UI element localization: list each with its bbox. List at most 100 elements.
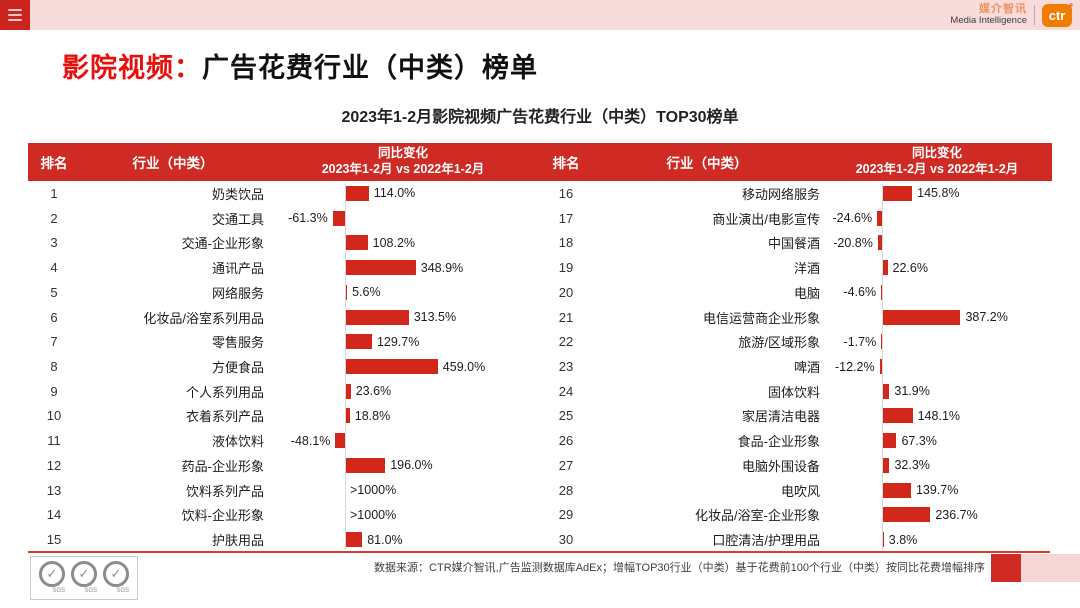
table-row: 7 零售服务 129.7% xyxy=(28,329,540,354)
rank-cell: 25 xyxy=(558,408,574,424)
table-row: 28 电吹风 139.7% xyxy=(540,478,1052,503)
header-industry: 行业（中类） xyxy=(666,156,748,171)
change-bar xyxy=(883,408,913,424)
table-row: 14 饮料-企业形象 >1000% xyxy=(28,503,540,528)
change-bar-cell: 31.9% xyxy=(822,379,1052,404)
change-bar-cell: 32.3% xyxy=(822,453,1052,478)
change-bar-cell: -1.7% xyxy=(822,329,1052,354)
industry-cell: 零售服务 xyxy=(211,335,264,351)
industry-cell: 家居清洁电器 xyxy=(741,409,820,425)
change-bar-cell: -20.8% xyxy=(822,230,1052,255)
industry-cell: 方便食品 xyxy=(211,360,264,375)
rank-cell: 16 xyxy=(558,185,574,201)
industry-cell: 交通-企业形象 xyxy=(181,236,264,252)
industry-cell: 液体饮料 xyxy=(211,434,264,450)
table-row: 25 家居清洁电器 148.1% xyxy=(540,404,1052,429)
change-bar xyxy=(346,383,351,399)
table-row: 15 护肤用品 81.0% xyxy=(28,527,540,552)
change-value-label: >1000% xyxy=(350,483,397,498)
change-value-label: -48.1% xyxy=(290,433,331,448)
change-bar xyxy=(346,235,368,251)
rank-cell: 30 xyxy=(558,532,574,548)
table-row: 5 网络服务 5.6% xyxy=(28,280,540,305)
change-bar xyxy=(883,185,913,201)
footer-pink-block xyxy=(1021,554,1080,582)
rank-cell: 7 xyxy=(50,334,58,350)
industry-cell: 电信运营商企业形象 xyxy=(702,310,820,326)
table-row: 18 中国餐酒 -20.8% xyxy=(540,230,1052,255)
page-title: 影院视频：广告花费行业（中类）榜单 xyxy=(62,46,538,85)
header-industry: 行业（中类） xyxy=(132,156,214,171)
change-bar xyxy=(883,309,961,325)
change-bar-cell: 145.8% xyxy=(822,181,1052,206)
table-row: 13 饮料系列产品 >1000% xyxy=(28,478,540,503)
change-value-label: 196.0% xyxy=(390,458,433,473)
table-body-left: 1 奶类饮品 114.0% 2 交通工具 -61.3% 3 交通-企业形象 108.2% 4 通讯产… xyxy=(28,181,540,552)
change-bar-cell: 108.2% xyxy=(266,230,540,255)
change-bar xyxy=(883,482,911,498)
change-bar-cell: 129.7% xyxy=(266,329,540,354)
table-row: 12 药品-企业形象 196.0% xyxy=(28,453,540,478)
change-value-label: 32.3% xyxy=(894,458,930,473)
rank-cell: 27 xyxy=(558,457,574,473)
change-bar xyxy=(346,334,372,350)
table-row: 16 移动网络服务 145.8% xyxy=(540,181,1052,206)
industry-cell: 啤酒 xyxy=(793,360,820,375)
change-value-label: 236.7% xyxy=(935,507,978,522)
chart-title: 2023年1-2月影院视频广告花费行业（中类）TOP30榜单 xyxy=(341,109,739,126)
industry-cell: 通讯产品 xyxy=(211,261,264,277)
change-bar-cell: 196.0% xyxy=(266,453,540,478)
rank-cell: 12 xyxy=(46,457,62,473)
zero-axis-line xyxy=(345,183,346,550)
change-bar xyxy=(883,457,890,473)
brand-name-cn: 媒介智讯 xyxy=(979,3,1027,16)
table-row: 11 液体饮料 -48.1% xyxy=(28,428,540,453)
zero-axis-line xyxy=(882,183,883,550)
check-badge-icon: ✓ xyxy=(103,561,129,587)
page-title-rest: 广告花费行业（中类）榜单 xyxy=(202,53,538,83)
change-value-label: 3.8% xyxy=(888,532,918,547)
change-bar xyxy=(877,210,882,226)
industry-cell: 移动网络服务 xyxy=(741,186,820,202)
table-header: 排名 行业（中类） 同比变化 2023年1-2月 vs 2022年1-2月 排名… xyxy=(28,143,1052,181)
change-bar-cell: 387.2% xyxy=(822,305,1052,330)
change-bar-cell: 114.0% xyxy=(266,181,540,206)
change-bar xyxy=(335,433,345,449)
rank-cell: 17 xyxy=(558,210,574,226)
change-value-label: 108.2% xyxy=(372,235,416,250)
rank-cell: 22 xyxy=(558,334,574,350)
rank-cell: 28 xyxy=(558,482,574,498)
rank-cell: 21 xyxy=(558,309,574,325)
change-value-label: 139.7% xyxy=(915,483,959,498)
menu-button[interactable] xyxy=(0,0,30,30)
table-row: 29 化妆品/浴室-企业形象 236.7% xyxy=(540,503,1052,528)
table-row: 21 电信运营商企业形象 387.2% xyxy=(540,305,1052,330)
change-bar-cell: 81.0% xyxy=(266,527,540,552)
change-bar-cell: -4.6% xyxy=(822,280,1052,305)
industry-cell: 交通工具 xyxy=(211,211,264,227)
change-bar xyxy=(346,408,350,424)
change-value-label: 23.6% xyxy=(355,384,392,399)
industry-cell: 衣着系列产品 xyxy=(185,409,264,425)
rank-cell: 20 xyxy=(558,284,574,300)
change-bar xyxy=(881,334,882,350)
industry-cell: 网络服务 xyxy=(211,285,264,301)
table-body-right: 16 移动网络服务 145.8% 17 商业演出/电影宣传 -24.6% 18 中国餐酒 -20… xyxy=(540,181,1052,552)
rank-cell: 15 xyxy=(46,532,62,548)
change-bar xyxy=(883,507,931,523)
change-value-label: -20.8% xyxy=(833,235,873,250)
table-row: 3 交通-企业形象 108.2% xyxy=(28,230,540,255)
change-bar xyxy=(883,433,897,449)
table-row: 10 衣着系列产品 18.8% xyxy=(28,404,540,429)
change-bar-cell: 22.6% xyxy=(822,255,1052,280)
change-bar-cell: 459.0% xyxy=(266,354,540,379)
page-title-highlight: 影院视频： xyxy=(62,53,202,83)
brand-name-en: Media Intelligence xyxy=(950,14,1027,26)
change-value-label: 459.0% xyxy=(442,359,486,374)
hamburger-icon xyxy=(8,9,22,11)
header-change: 同比变化 2023年1-2月 vs 2022年1-2月 xyxy=(321,146,485,176)
change-bar-cell: 23.6% xyxy=(266,379,540,404)
industry-cell: 饮料-企业形象 xyxy=(181,508,264,524)
change-value-label: 5.6% xyxy=(352,285,381,300)
